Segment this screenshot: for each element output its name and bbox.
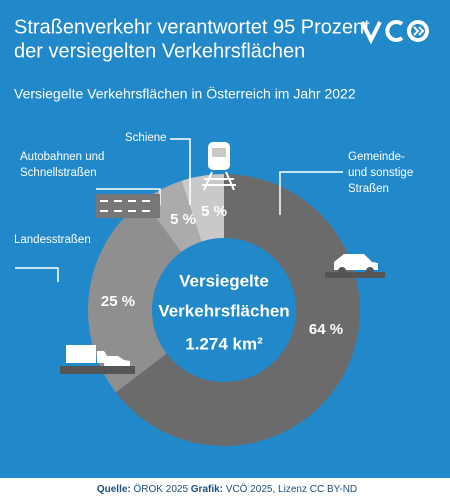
value-label: 5 %	[201, 203, 227, 220]
category-label: Gemeinde-	[348, 151, 405, 163]
donut-segment	[115, 174, 360, 447]
train-icon	[202, 142, 236, 191]
category-label: Straßen	[348, 183, 389, 195]
source: Quelle: ÖROK 2025 Grafik: VCÖ 2025, Lize…	[97, 483, 357, 495]
title-line: Straßenverkehr verantwortet 95 Prozent	[14, 16, 370, 38]
value-label: 64 %	[309, 321, 343, 338]
value-label: 5 %	[170, 211, 196, 228]
car-icon	[325, 254, 385, 278]
source-part: Grafik:	[191, 484, 223, 495]
center-text: Versiegelte	[179, 271, 269, 290]
highway-icon	[96, 194, 160, 218]
category-label: Autobahnen und	[20, 151, 104, 163]
source-part: VCÖ 2025, Lizenz CC BY-ND	[223, 483, 357, 495]
donut-segment	[181, 174, 224, 242]
category-label: Schnellstraßen	[20, 167, 97, 179]
subtitle: Versiegelte Verkehrsflächen in Österreic…	[14, 85, 356, 102]
donut-segment	[87, 200, 182, 393]
center-text: Verkehrsflächen	[158, 301, 289, 320]
title-line: der versiegelten Verkehrsflächen	[14, 40, 305, 62]
category-label: Landesstraßen	[14, 234, 91, 246]
truck-icon	[60, 345, 135, 374]
category-label: Schiene	[125, 132, 167, 144]
donut-hole	[152, 238, 296, 382]
logo	[360, 20, 429, 45]
value-label: 25 %	[101, 293, 135, 310]
category-label: und sonstige	[348, 167, 413, 179]
center-text: 1.274 km²	[185, 334, 263, 353]
source-part: Quelle:	[97, 484, 131, 495]
footer-bar	[0, 478, 450, 500]
source-part: ÖROK 2025	[131, 483, 191, 495]
